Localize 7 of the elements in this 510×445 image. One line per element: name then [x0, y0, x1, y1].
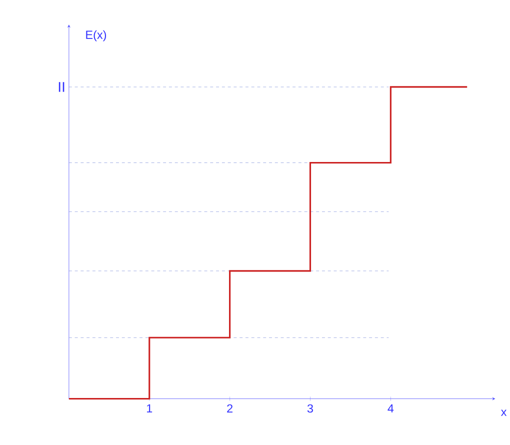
- x-tick-label: 3: [307, 404, 314, 413]
- ref-line-label: II: [58, 82, 64, 92]
- x-tick-label: 2: [227, 404, 232, 413]
- x-axis-title: x: [500, 410, 507, 416]
- x-tick-label: 1: [146, 404, 152, 412]
- x-tick-label: 4: [388, 404, 394, 412]
- y-axis-title: E(x): [86, 30, 106, 42]
